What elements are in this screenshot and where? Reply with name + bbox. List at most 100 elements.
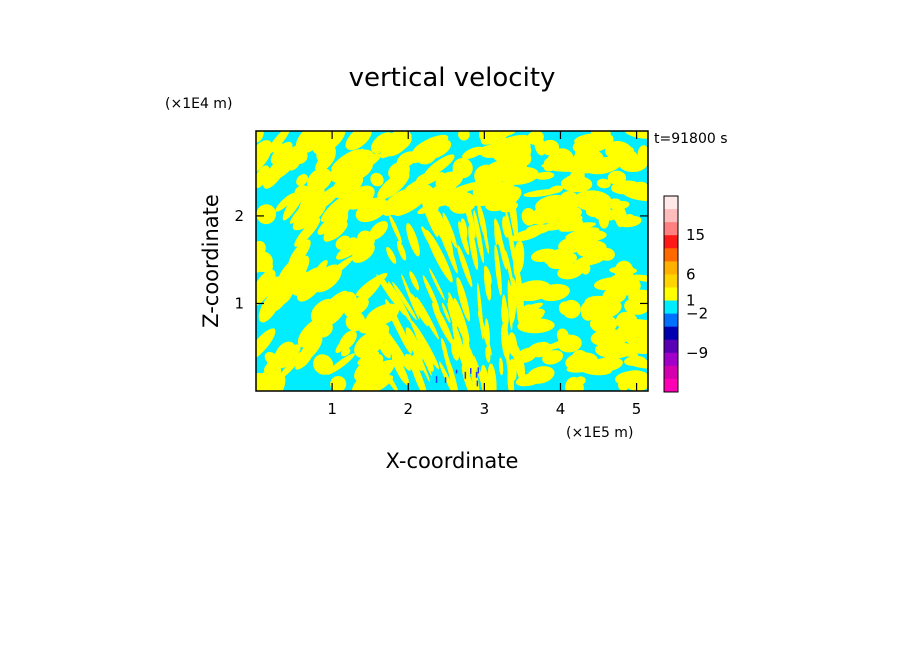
positive-region — [515, 240, 525, 273]
positive-region — [501, 323, 510, 360]
positive-region — [388, 281, 413, 324]
positive-region — [386, 246, 397, 264]
positive-region — [405, 172, 445, 191]
positive-region — [468, 347, 481, 391]
positive-region — [335, 334, 353, 354]
positive-region — [428, 267, 445, 301]
positive-region — [292, 350, 309, 367]
positive-region — [558, 301, 572, 315]
positive-region — [313, 354, 334, 375]
colorbar-label: −9 — [686, 344, 708, 362]
positive-region — [344, 150, 372, 171]
positive-region — [473, 209, 485, 264]
positive-region — [294, 185, 314, 204]
positive-region — [409, 293, 429, 327]
positive-region — [607, 170, 627, 185]
positive-region — [256, 131, 264, 143]
colorbar-label: 1 — [686, 292, 696, 310]
positive-region — [576, 240, 607, 258]
colorbar-frame — [663, 195, 679, 393]
positive-region — [452, 157, 473, 179]
positive-region — [289, 241, 310, 264]
positive-region — [443, 192, 466, 208]
positive-region — [424, 195, 439, 213]
colorbar-label: 6 — [686, 265, 696, 283]
positive-region — [490, 131, 517, 138]
x-tick-label: 4 — [556, 400, 566, 418]
positive-region — [545, 246, 578, 258]
positive-region — [360, 375, 394, 391]
positive-region — [585, 201, 611, 218]
negative-speckle — [455, 369, 458, 374]
positive-region — [267, 131, 291, 155]
positive-region — [501, 294, 508, 336]
positive-region — [405, 353, 418, 373]
positive-region — [487, 363, 497, 391]
positive-region — [286, 255, 310, 287]
positive-region — [378, 341, 391, 359]
x-tick-label: 3 — [480, 400, 490, 418]
colorbar-band — [664, 365, 678, 380]
y-tick-label: 1 — [234, 294, 244, 312]
y-axis-ticks: 12 — [234, 207, 648, 312]
colorbar-band — [664, 248, 678, 262]
positive-region — [618, 146, 634, 155]
positive-region — [545, 339, 572, 350]
positive-region — [379, 201, 394, 216]
y-axis-title: Z-coordinate — [199, 194, 223, 328]
positive-region — [441, 302, 451, 324]
positive-region — [498, 357, 504, 376]
positive-region — [585, 156, 622, 175]
colorbar-band — [664, 274, 678, 288]
positive-region — [523, 189, 559, 198]
positive-region — [326, 353, 355, 375]
negative-speckle — [476, 380, 479, 387]
colorbar-band — [664, 326, 678, 341]
positive-region — [432, 302, 454, 345]
plot-frame — [255, 130, 649, 392]
positive-region — [412, 322, 432, 377]
positive-region — [328, 221, 348, 241]
positive-region — [557, 263, 584, 280]
positive-region — [543, 161, 557, 172]
chart-title: vertical velocity — [349, 63, 556, 93]
positive-region — [345, 131, 372, 151]
positive-region — [274, 341, 296, 369]
positive-region — [521, 302, 544, 313]
positive-region — [295, 131, 325, 154]
positive-region — [534, 171, 555, 180]
positive-region — [442, 212, 458, 249]
positive-region — [294, 217, 321, 247]
positive-region — [637, 145, 648, 166]
colorbar-band — [664, 300, 678, 314]
positive-region — [264, 366, 282, 389]
positive-region — [256, 328, 276, 361]
positive-region — [505, 350, 515, 391]
colorbar-band — [664, 378, 678, 393]
positive-region — [624, 355, 646, 366]
colorbar-band — [664, 196, 678, 210]
positive-region — [485, 186, 522, 212]
positive-region — [307, 168, 333, 192]
positive-region — [556, 328, 569, 343]
velocity-field — [256, 131, 648, 391]
colorbar-band — [664, 209, 678, 223]
positive-region — [549, 206, 575, 229]
positive-region — [416, 297, 439, 340]
positive-region — [376, 321, 411, 371]
positive-region — [354, 331, 384, 358]
colorbar-band — [664, 235, 678, 249]
positive-region — [383, 187, 423, 216]
positive-region — [289, 198, 313, 224]
positive-region — [335, 235, 351, 250]
positive-region — [474, 164, 499, 187]
positive-region — [412, 354, 424, 371]
positive-region — [441, 340, 454, 384]
colorbar-band — [664, 287, 678, 301]
y-unit-label: (×1E4 m) — [165, 96, 232, 112]
positive-region — [460, 218, 468, 239]
positive-region — [275, 192, 296, 212]
negative-speckle — [475, 371, 478, 378]
positive-region — [527, 366, 555, 384]
positive-region — [483, 265, 492, 285]
